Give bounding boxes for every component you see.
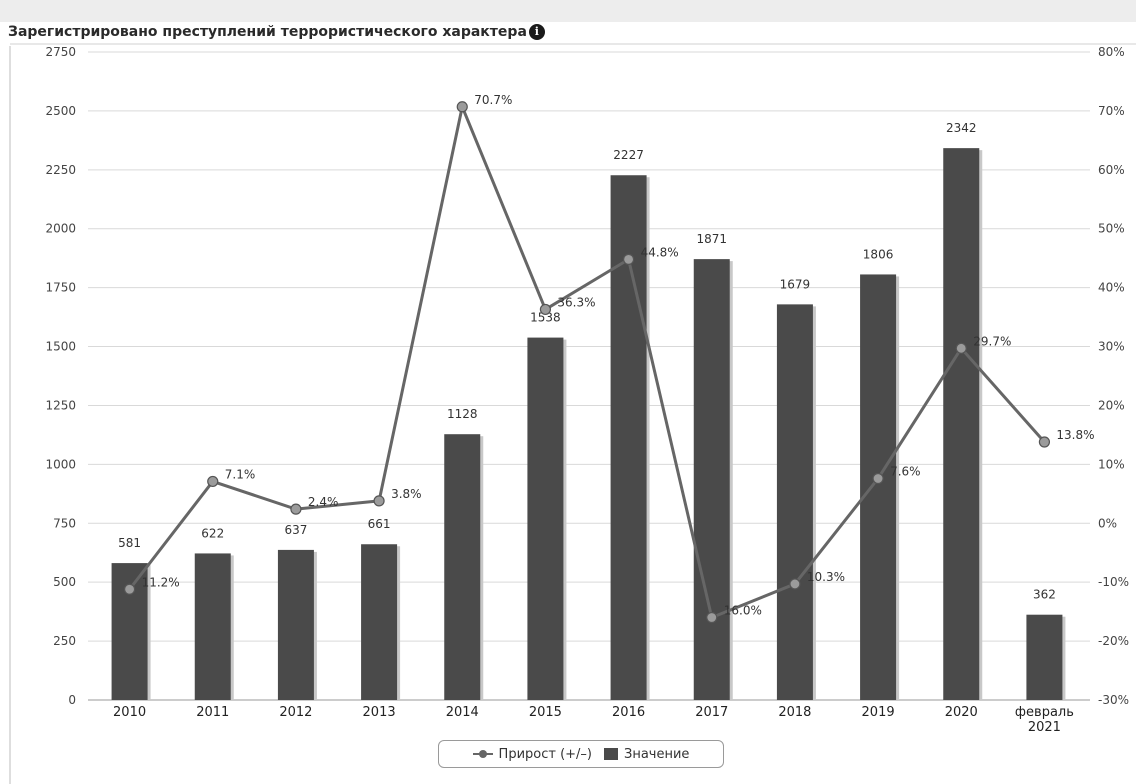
line-data-label: 3.8% bbox=[391, 487, 422, 501]
bar bbox=[361, 544, 397, 700]
bar bbox=[195, 553, 231, 700]
bar-data-label: 1128 bbox=[447, 407, 478, 421]
line-point bbox=[1039, 437, 1049, 447]
y-right-tick-label: 60% bbox=[1098, 163, 1125, 177]
x-tick-label: 2016 bbox=[612, 705, 645, 720]
line-point bbox=[873, 474, 883, 484]
line-data-label: 7.6% bbox=[890, 465, 921, 479]
line-growth bbox=[130, 107, 1045, 618]
line-data-label: 70.7% bbox=[474, 93, 512, 107]
line-point bbox=[956, 343, 966, 353]
y-left-tick-label: 750 bbox=[53, 516, 76, 530]
bar-data-label: 661 bbox=[368, 517, 391, 531]
y-right-tick-label: 10% bbox=[1098, 457, 1125, 471]
bar bbox=[860, 274, 896, 700]
y-left-tick-label: 1500 bbox=[45, 340, 76, 354]
bar-data-label: 581 bbox=[118, 536, 141, 550]
legend-line-marker-icon bbox=[473, 749, 493, 759]
gridlines bbox=[88, 52, 1090, 700]
line-point bbox=[291, 504, 301, 514]
y-right-tick-label: 50% bbox=[1098, 222, 1125, 236]
line-data-label: 7.1% bbox=[225, 467, 256, 481]
legend-label-growth: Прирост (+/–) bbox=[499, 747, 592, 762]
bar-data-label: 2227 bbox=[613, 148, 644, 162]
line-point bbox=[540, 304, 550, 314]
y-right-tick-label: 40% bbox=[1098, 281, 1125, 295]
x-tick-label: 2020 bbox=[945, 705, 978, 720]
y-right-tick-label: -20% bbox=[1098, 634, 1129, 648]
bar-data-label: 637 bbox=[284, 523, 307, 537]
y-right-tick-label: 30% bbox=[1098, 340, 1125, 354]
line-points bbox=[125, 102, 1050, 623]
y-left-tick-label: 0 bbox=[68, 693, 76, 707]
y-left-tick-label: 1000 bbox=[45, 457, 76, 471]
line-point bbox=[208, 476, 218, 486]
line-data-label: 13.8% bbox=[1056, 428, 1094, 442]
bar-data-label: 2342 bbox=[946, 121, 977, 135]
y-left-tick-label: 500 bbox=[53, 575, 76, 589]
line-data-label: 11.2% bbox=[142, 575, 180, 589]
bar bbox=[777, 304, 813, 700]
line-data-label: 2.4% bbox=[308, 495, 339, 509]
line-data-label: 10.3% bbox=[807, 570, 845, 584]
y-left-tick-label: 1750 bbox=[45, 281, 76, 295]
bar bbox=[694, 259, 730, 700]
bar bbox=[278, 550, 314, 700]
bar bbox=[1026, 615, 1062, 700]
line-point bbox=[790, 579, 800, 589]
x-tick-label: 2012 bbox=[279, 705, 312, 720]
bar-data-label: 1871 bbox=[696, 232, 727, 246]
legend-item-growth[interactable]: Прирост (+/–) bbox=[473, 747, 592, 762]
x-tick-label: 2017 bbox=[695, 705, 728, 720]
y-left-tick-label: 2250 bbox=[45, 163, 76, 177]
x-tick-label: 2018 bbox=[778, 705, 811, 720]
bar-data-label: 622 bbox=[201, 526, 224, 540]
line-point bbox=[125, 584, 135, 594]
x-tick-label: 2013 bbox=[363, 705, 396, 720]
x-tick-label: 2019 bbox=[862, 705, 895, 720]
legend-bar-swatch-icon bbox=[604, 748, 618, 760]
y-left-tick-label: 2500 bbox=[45, 104, 76, 118]
x-tick-label: 2014 bbox=[446, 705, 479, 720]
x-tick-label: 2011 bbox=[196, 705, 229, 720]
bar-series bbox=[112, 148, 1066, 700]
y-left-tick-label: 2750 bbox=[45, 45, 76, 59]
line-point bbox=[624, 254, 634, 264]
legend-item-value[interactable]: Значение bbox=[604, 747, 689, 762]
y-right-tick-label: -10% bbox=[1098, 575, 1129, 589]
x-tick-label: 2015 bbox=[529, 705, 562, 720]
bar-data-label: 1679 bbox=[780, 277, 811, 291]
x-tick-label: февраль bbox=[1015, 705, 1074, 720]
line-data-label: 16.0% bbox=[724, 604, 762, 618]
line-data-label: 44.8% bbox=[641, 245, 679, 259]
y-left-tick-label: 1250 bbox=[45, 398, 76, 412]
line-point bbox=[374, 496, 384, 506]
bar-data-label: 1806 bbox=[863, 247, 894, 261]
line-point bbox=[707, 613, 717, 623]
x-tick-label: 2021 bbox=[1028, 720, 1061, 735]
y-left-tick-label: 2000 bbox=[45, 222, 76, 236]
y-right-tick-label: 20% bbox=[1098, 398, 1125, 412]
y-right-tick-label: 0% bbox=[1098, 516, 1117, 530]
line-data-label: 29.7% bbox=[973, 334, 1011, 348]
legend-label-value: Значение bbox=[624, 747, 689, 762]
y-right-tick-label: 80% bbox=[1098, 45, 1125, 59]
legend: Прирост (+/–) Значение bbox=[438, 740, 724, 768]
bar bbox=[527, 338, 563, 700]
bar bbox=[943, 148, 979, 700]
line-data-label: 36.3% bbox=[557, 295, 595, 309]
y-right-tick-label: 70% bbox=[1098, 104, 1125, 118]
bar bbox=[444, 434, 480, 700]
bar-data-label: 362 bbox=[1033, 588, 1056, 602]
x-tick-label: 2010 bbox=[113, 705, 146, 720]
y-left-tick-label: 250 bbox=[53, 634, 76, 648]
y-right-tick-label: -30% bbox=[1098, 693, 1129, 707]
line-point bbox=[457, 102, 467, 112]
